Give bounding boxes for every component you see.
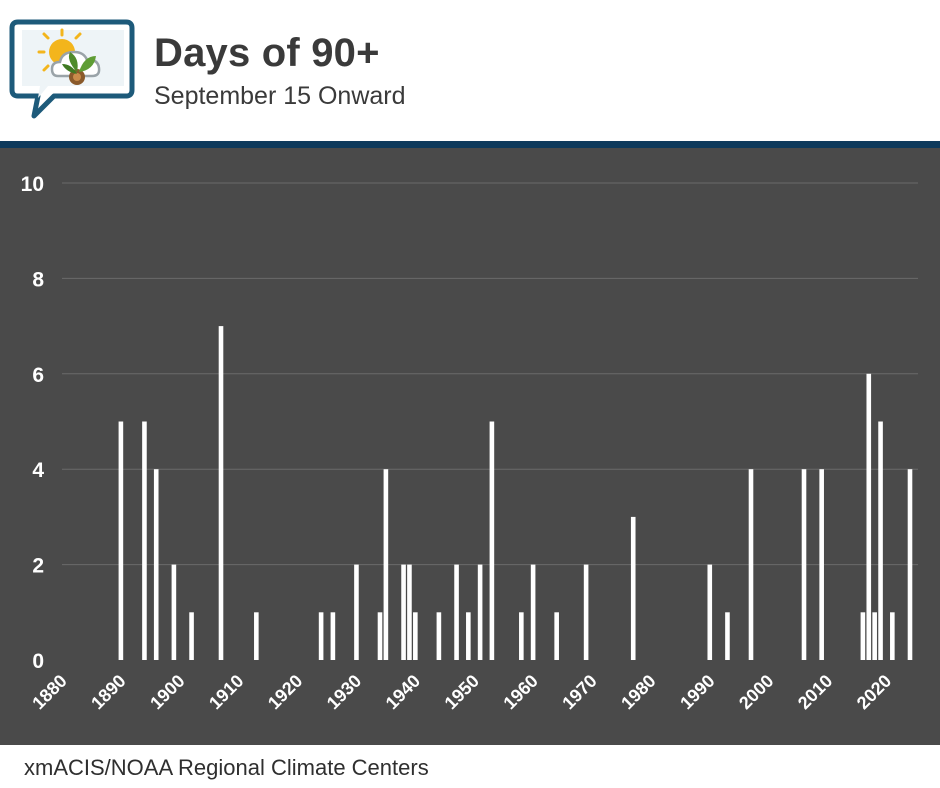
bar	[519, 612, 524, 660]
y-tick-label: 8	[32, 268, 44, 291]
page-title: Days of 90+	[154, 31, 380, 75]
bar	[354, 564, 359, 660]
bar	[872, 612, 877, 660]
bar	[118, 421, 124, 660]
bar	[254, 612, 259, 660]
bar	[436, 612, 442, 660]
x-tick-label: 2020	[853, 671, 895, 713]
bar	[377, 612, 383, 660]
bar	[748, 469, 754, 660]
header: Days of 90+ September 15 Onward	[0, 0, 940, 141]
x-tick-label: 1890	[87, 671, 129, 713]
x-tick-label: 1950	[441, 671, 483, 713]
bar	[330, 612, 336, 660]
x-tick-label: 1970	[558, 671, 600, 713]
y-tick-label: 4	[32, 459, 44, 482]
bar	[189, 612, 194, 660]
bar	[477, 564, 483, 660]
x-tick-label: 1990	[676, 671, 718, 713]
bar	[142, 421, 147, 660]
page-subtitle: September 15 Onward	[154, 82, 406, 110]
header-band	[0, 141, 940, 148]
x-tick-label: 1900	[146, 671, 188, 713]
y-tick-label: 2	[32, 555, 44, 578]
x-tick-label: 2000	[735, 671, 777, 713]
x-tick-label: 1940	[382, 671, 424, 713]
bar	[866, 373, 872, 660]
bar	[383, 469, 389, 660]
bar	[218, 326, 224, 660]
bar	[583, 564, 589, 660]
weather-agriculture-logo-icon	[9, 19, 135, 119]
y-tick-label: 0	[32, 650, 44, 673]
source-credit: xmACIS/NOAA Regional Climate Centers	[24, 755, 429, 780]
x-tick-label: 2010	[794, 671, 836, 713]
bar	[413, 612, 418, 660]
bar	[401, 564, 406, 660]
bar	[153, 469, 159, 660]
x-tick-label: 1880	[28, 671, 70, 713]
x-tick-label: 1910	[205, 671, 247, 713]
bar	[801, 469, 807, 660]
bar	[318, 612, 324, 660]
bar	[407, 564, 412, 660]
bar	[819, 469, 824, 660]
bar	[725, 612, 730, 660]
bar	[890, 612, 895, 660]
bar	[630, 516, 636, 660]
x-tick-label: 1930	[323, 671, 365, 713]
y-tick-label: 10	[21, 173, 44, 196]
bar	[466, 612, 471, 660]
bar	[489, 421, 495, 660]
bar-chart: 0 2 4 6 8 10 1880 1890 1900 1910 1920 1930 1940 1950 1…	[21, 173, 918, 713]
bar	[454, 564, 459, 660]
chart-area: 0 2 4 6 8 10 1880 1890 1900 1910 1920 1930 1940 1950 1…	[0, 148, 940, 745]
x-tick-label: 1920	[264, 671, 306, 713]
footer: xmACIS/NOAA Regional Climate Centers	[0, 745, 940, 788]
bar	[860, 612, 866, 660]
y-tick-label: 6	[32, 364, 44, 387]
bar	[530, 564, 536, 660]
x-tick-label: 1960	[499, 671, 541, 713]
x-tick-label: 1980	[617, 671, 659, 713]
bar	[554, 612, 559, 660]
bar	[171, 564, 177, 660]
bar	[707, 564, 713, 660]
bar	[878, 421, 883, 660]
bar	[907, 469, 913, 660]
